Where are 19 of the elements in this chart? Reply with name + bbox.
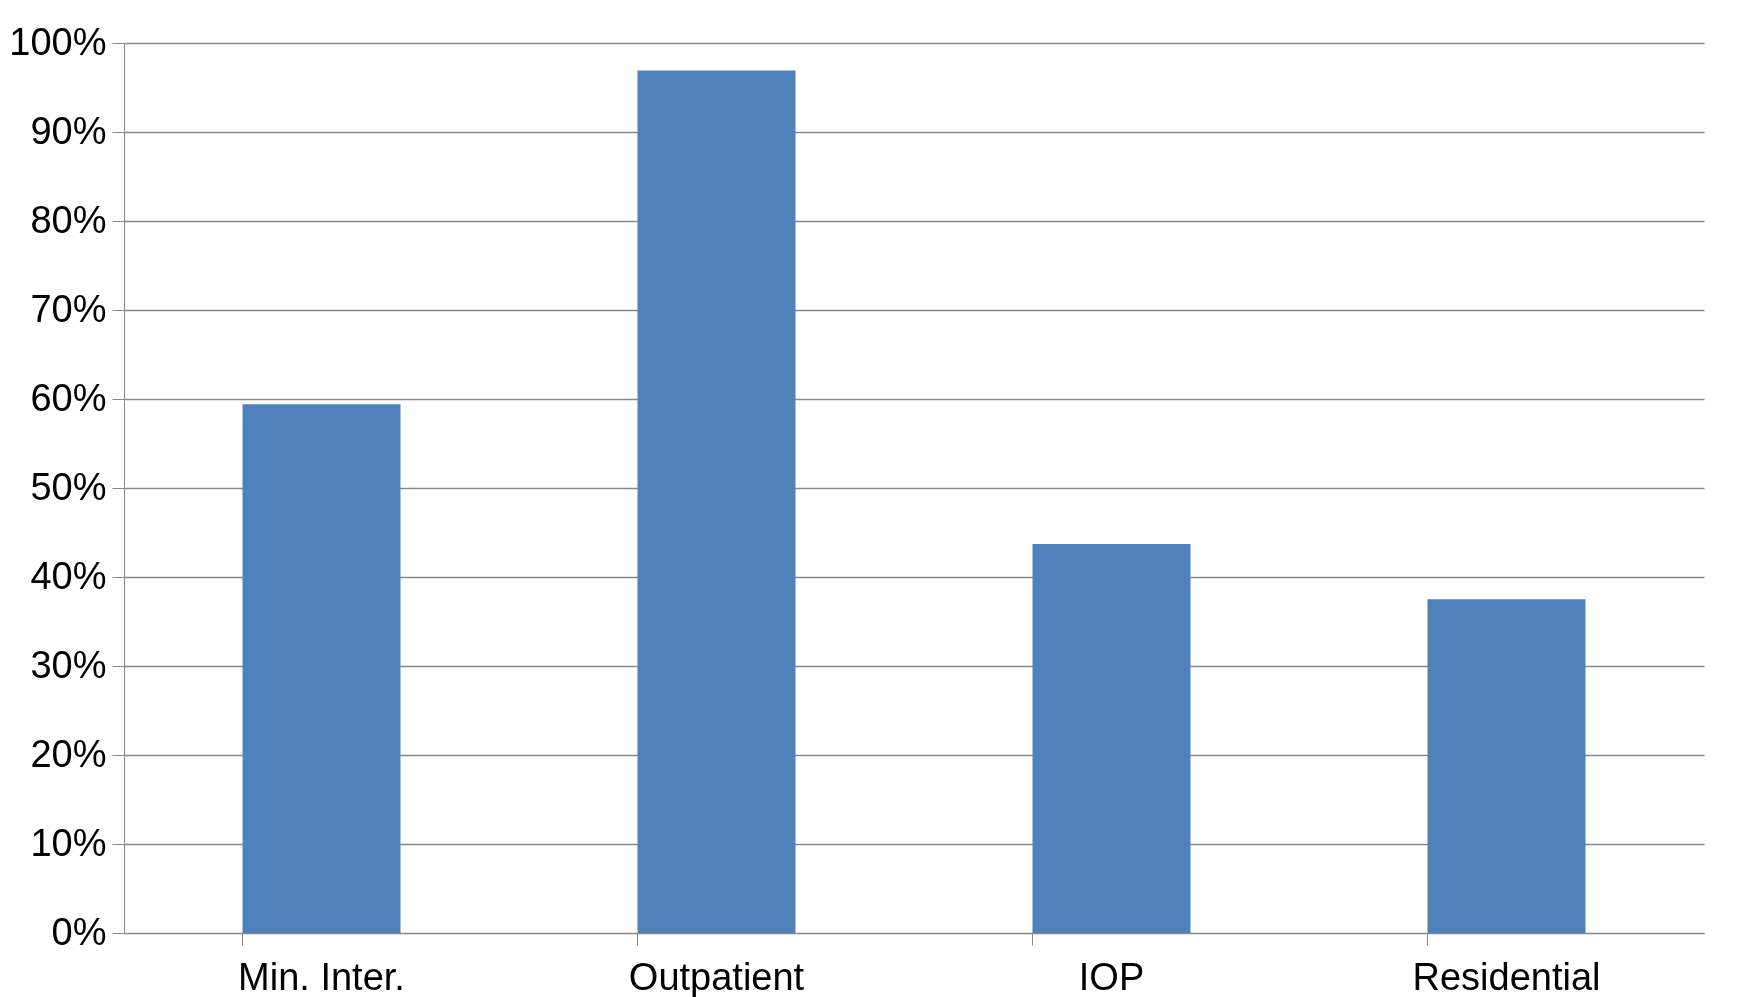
y-tick-label: 70% (30, 287, 107, 330)
bar (1032, 544, 1191, 933)
y-tick-label: 80% (30, 198, 107, 241)
y-tick-label: 100% (9, 20, 107, 63)
bar (637, 70, 796, 933)
x-tick-label: Min. Inter. (238, 955, 405, 997)
y-tick-label: 40% (30, 554, 107, 597)
y-tick-label: 0% (51, 910, 107, 953)
y-tick-label: 20% (30, 732, 107, 775)
bar (1427, 599, 1586, 933)
y-tick-label: 10% (30, 821, 107, 864)
y-tick-label: 60% (30, 376, 107, 419)
bar (242, 404, 401, 933)
y-tick-label: 90% (30, 109, 107, 152)
x-tick-label: IOP (1078, 955, 1145, 997)
x-tick-label: Outpatient (628, 955, 805, 997)
y-tick-label: 50% (30, 465, 107, 508)
y-tick-label: 30% (30, 643, 107, 686)
x-tick-label: Residential (1412, 955, 1601, 997)
